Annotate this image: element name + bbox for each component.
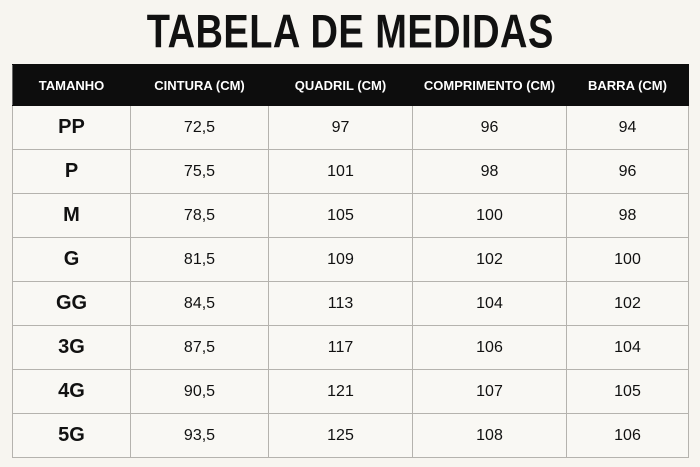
table-row: 3G 87,5 117 106 104 xyxy=(12,325,689,370)
header-cell: QUADRIL (CM) xyxy=(268,64,413,106)
size-table: TAMANHO CINTURA (CM) QUADRIL (CM) COMPRIMEN… xyxy=(12,64,689,458)
size-cell: G xyxy=(12,237,131,282)
measure-cell: 93,5 xyxy=(130,413,269,458)
header-cell: CINTURA (CM) xyxy=(130,64,269,106)
measure-cell: 105 xyxy=(566,369,689,414)
measure-cell: 104 xyxy=(566,325,689,370)
table-head: TAMANHO CINTURA (CM) QUADRIL (CM) COMPRIMEN… xyxy=(12,64,689,106)
measure-cell: 90,5 xyxy=(130,369,269,414)
size-cell: 4G xyxy=(12,369,131,414)
measure-cell: 100 xyxy=(566,237,689,282)
title: TABELA DE MEDIDAS xyxy=(146,6,554,58)
measure-cell: 98 xyxy=(566,193,689,238)
table-row: M 78,5 105 100 98 xyxy=(12,193,689,238)
table-body: PP 72,5 97 96 94 P 75,5 101 98 96 M 78,5 105 100 98 G 81… xyxy=(12,105,689,458)
measure-cell: 75,5 xyxy=(130,149,269,194)
size-cell: PP xyxy=(12,105,131,150)
measure-cell: 102 xyxy=(566,281,689,326)
header-cell: COMPRIMENTO (CM) xyxy=(412,64,567,106)
size-cell: GG xyxy=(12,281,131,326)
measure-cell: 96 xyxy=(412,105,567,150)
measure-cell: 72,5 xyxy=(130,105,269,150)
table-row: GG 84,5 113 104 102 xyxy=(12,281,689,326)
measure-cell: 87,5 xyxy=(130,325,269,370)
size-cell: 3G xyxy=(12,325,131,370)
measure-cell: 107 xyxy=(412,369,567,414)
header-row: TAMANHO CINTURA (CM) QUADRIL (CM) COMPRIMEN… xyxy=(12,64,689,106)
measure-cell: 96 xyxy=(566,149,689,194)
measure-cell: 100 xyxy=(412,193,567,238)
measure-cell: 101 xyxy=(268,149,413,194)
size-cell: 5G xyxy=(12,413,131,458)
measure-cell: 125 xyxy=(268,413,413,458)
table-row: P 75,5 101 98 96 xyxy=(12,149,689,194)
measure-cell: 121 xyxy=(268,369,413,414)
measure-cell: 84,5 xyxy=(130,281,269,326)
measure-cell: 98 xyxy=(412,149,567,194)
table-row: 5G 93,5 125 108 106 xyxy=(12,413,689,458)
size-cell: M xyxy=(12,193,131,238)
measure-cell: 108 xyxy=(412,413,567,458)
header-cell: TAMANHO xyxy=(12,64,131,106)
measure-cell: 106 xyxy=(566,413,689,458)
table-row: G 81,5 109 102 100 xyxy=(12,237,689,282)
table-row: PP 72,5 97 96 94 xyxy=(12,105,689,150)
measure-cell: 94 xyxy=(566,105,689,150)
measure-cell: 109 xyxy=(268,237,413,282)
header-cell: BARRA (CM) xyxy=(566,64,689,106)
measure-cell: 78,5 xyxy=(130,193,269,238)
measure-cell: 113 xyxy=(268,281,413,326)
measure-cell: 117 xyxy=(268,325,413,370)
measure-cell: 106 xyxy=(412,325,567,370)
measure-cell: 81,5 xyxy=(130,237,269,282)
measure-cell: 105 xyxy=(268,193,413,238)
measure-cell: 104 xyxy=(412,281,567,326)
size-cell: P xyxy=(12,149,131,194)
table-row: 4G 90,5 121 107 105 xyxy=(12,369,689,414)
measure-cell: 102 xyxy=(412,237,567,282)
measure-cell: 97 xyxy=(268,105,413,150)
title-box: TABELA DE MEDIDAS xyxy=(0,4,700,60)
